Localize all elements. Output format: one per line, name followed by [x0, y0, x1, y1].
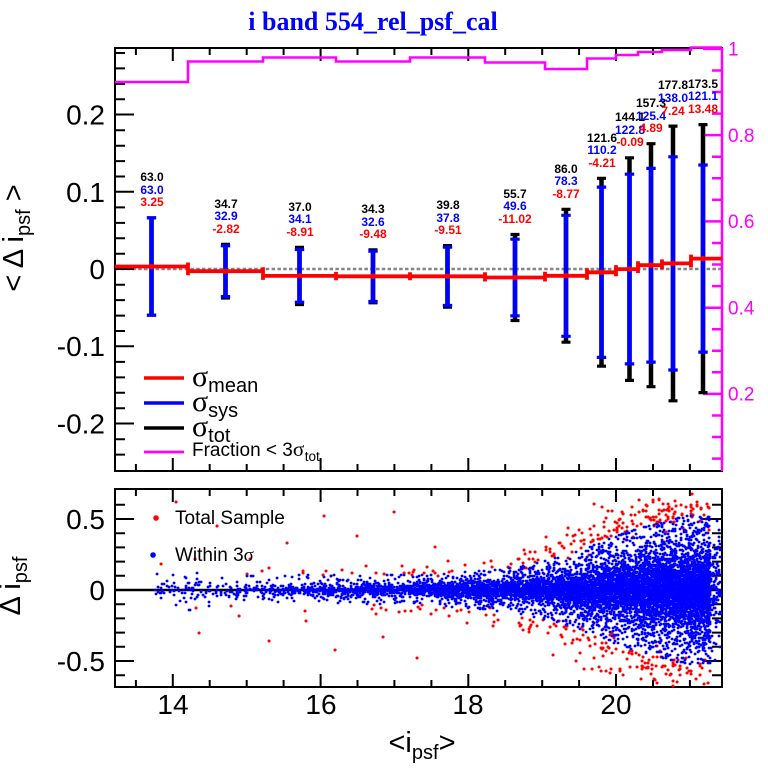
svg-text:< Δ ipsf >: < Δ ipsf >	[0, 184, 35, 291]
svg-text:144.1: 144.1	[615, 110, 645, 124]
svg-text:55.7: 55.7	[503, 187, 527, 201]
svg-text:-0.2: -0.2	[57, 409, 105, 440]
svg-text:0: 0	[89, 254, 105, 285]
svg-text:0.2: 0.2	[66, 100, 105, 131]
svg-text:-0.5: -0.5	[57, 646, 105, 677]
svg-text:-0.09: -0.09	[616, 135, 644, 149]
svg-text:0.2: 0.2	[728, 385, 754, 406]
svg-text:20: 20	[600, 689, 631, 720]
svg-text:<ipsf>: <ipsf>	[388, 727, 455, 764]
svg-text:i band 554_rel_psf_cal: i band 554_rel_psf_cal	[248, 7, 497, 36]
svg-text:125.4: 125.4	[636, 109, 666, 123]
svg-text:Fraction < 3σtot: Fraction < 3σtot	[192, 437, 320, 464]
svg-text:34.7: 34.7	[214, 197, 238, 211]
svg-text:Total Sample: Total Sample	[175, 508, 285, 529]
svg-text:18: 18	[452, 689, 483, 720]
svg-text:173.5: 173.5	[688, 77, 718, 91]
svg-text:63.0: 63.0	[140, 170, 164, 184]
svg-text:0.6: 0.6	[728, 212, 754, 233]
svg-text:0: 0	[89, 575, 105, 606]
svg-text:34.1: 34.1	[288, 212, 312, 226]
svg-text:86.0: 86.0	[554, 162, 578, 176]
svg-text:-0.1: -0.1	[57, 331, 105, 362]
svg-text:39.8: 39.8	[436, 198, 460, 212]
svg-text:49.6: 49.6	[503, 199, 527, 213]
svg-text:σtot: σtot	[192, 410, 231, 447]
svg-text:-4.21: -4.21	[588, 156, 616, 170]
svg-text:-2.82: -2.82	[212, 222, 240, 236]
svg-text:0.8: 0.8	[728, 126, 754, 147]
svg-text:16: 16	[305, 689, 336, 720]
svg-text:-8.91: -8.91	[286, 225, 314, 239]
svg-text:177.8: 177.8	[658, 78, 688, 92]
svg-text:63.0: 63.0	[140, 183, 164, 197]
svg-text:0.4: 0.4	[728, 298, 755, 319]
svg-text:32.9: 32.9	[214, 209, 238, 223]
svg-text:1: 1	[728, 40, 739, 61]
svg-text:-9.48: -9.48	[359, 227, 387, 241]
svg-text:14: 14	[157, 689, 188, 720]
svg-text:122.8: 122.8	[615, 123, 645, 137]
svg-text:-9.51: -9.51	[434, 223, 462, 237]
svg-text:7.24: 7.24	[661, 104, 685, 118]
svg-text:121.1: 121.1	[688, 89, 718, 103]
svg-text:Within 3σ: Within 3σ	[175, 545, 254, 566]
svg-text:138.0: 138.0	[658, 91, 688, 105]
svg-text:-11.02: -11.02	[498, 212, 532, 226]
svg-text:32.6: 32.6	[361, 215, 385, 229]
svg-text:0.1: 0.1	[66, 177, 105, 208]
svg-text:34.3: 34.3	[361, 202, 385, 216]
svg-text:3.25: 3.25	[140, 195, 164, 209]
svg-text:121.6: 121.6	[587, 131, 617, 145]
svg-text:37.8: 37.8	[436, 211, 460, 225]
svg-text:-8.77: -8.77	[552, 187, 580, 201]
svg-text:4.89: 4.89	[639, 121, 663, 135]
svg-text:37.0: 37.0	[288, 200, 312, 214]
svg-text:78.3: 78.3	[554, 174, 578, 188]
svg-text:110.2: 110.2	[587, 143, 617, 157]
svg-text:13.48: 13.48	[688, 102, 718, 116]
svg-text:157.3: 157.3	[636, 96, 666, 110]
svg-text:0.5: 0.5	[66, 504, 105, 535]
